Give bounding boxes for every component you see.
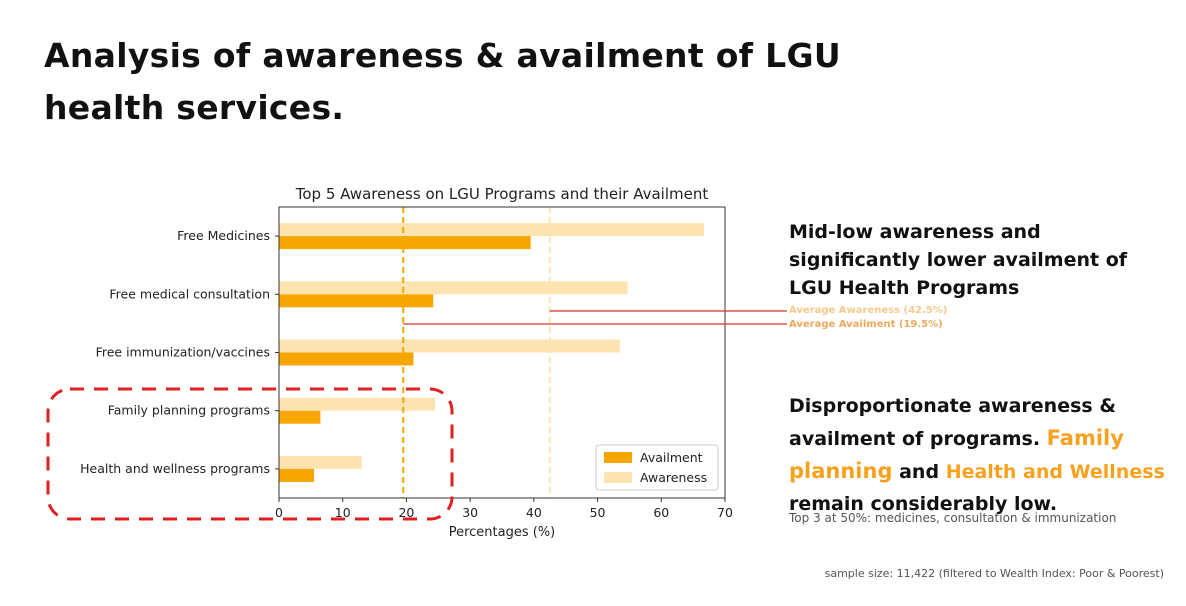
highlight-health-wellness: Health and Wellness bbox=[945, 461, 1165, 483]
annotation-connectors bbox=[403, 310, 787, 325]
x-tick-label: 10 bbox=[335, 505, 351, 520]
average-availment-label: Average Availment (19.5%) bbox=[789, 319, 943, 330]
legend-swatch bbox=[604, 452, 632, 463]
chart-legend: Availment Awareness bbox=[595, 444, 719, 491]
legend-swatch bbox=[604, 472, 632, 483]
sample-size-note: sample size: 11,422 (filtered to Wealth … bbox=[824, 567, 1164, 580]
category-label: Health and wellness programs bbox=[80, 461, 270, 476]
x-tick-label: 70 bbox=[717, 505, 733, 520]
x-tick-label: 60 bbox=[653, 505, 669, 520]
chart-title: Top 5 Awareness on LGU Programs and thei… bbox=[295, 185, 709, 203]
awareness-bar bbox=[279, 397, 436, 411]
legend-label: Availment bbox=[640, 450, 703, 465]
awareness-bar bbox=[279, 455, 362, 469]
availment-bar bbox=[279, 236, 531, 250]
category-label: Family planning programs bbox=[108, 403, 270, 418]
legend-label: Awareness bbox=[640, 470, 707, 485]
availment-bar bbox=[279, 352, 414, 366]
footnote-top3: Top 3 at 50%: medicines, consultation & … bbox=[789, 511, 1117, 525]
slide-title: Analysis of awareness & availment of LGU… bbox=[44, 36, 841, 127]
chart-bars bbox=[279, 223, 704, 482]
finding-heading-1: Mid-low awareness and significantly lowe… bbox=[789, 221, 1128, 299]
x-tick-label: 20 bbox=[398, 505, 414, 520]
awareness-bar bbox=[279, 281, 628, 295]
x-tick-label: 40 bbox=[526, 505, 542, 520]
category-labels: Free Medicines Free medical consultation F… bbox=[80, 228, 279, 476]
x-tick-label: 0 bbox=[275, 505, 283, 520]
availment-bar bbox=[279, 410, 321, 424]
category-label: Free Medicines bbox=[177, 228, 270, 243]
x-tick-label: 50 bbox=[590, 505, 606, 520]
reference-lines bbox=[402, 207, 551, 498]
finding-heading-2-and: and bbox=[899, 461, 940, 483]
category-label: Free immunization/vaccines bbox=[96, 345, 270, 360]
x-axis-label: Percentages (%) bbox=[449, 525, 556, 540]
finding-heading-2: Disproportionate awareness & availment o… bbox=[789, 390, 1169, 520]
awareness-bar bbox=[279, 223, 704, 237]
x-axis-ticks: 0 10 20 30 40 50 60 70 bbox=[275, 498, 733, 520]
average-awareness-label: Average Awareness (42.5%) bbox=[789, 305, 948, 316]
availment-bar bbox=[279, 294, 434, 308]
availment-bar bbox=[279, 468, 315, 482]
highlight-dashed-box bbox=[46, 387, 454, 521]
x-tick-label: 30 bbox=[462, 505, 478, 520]
awareness-bar bbox=[279, 339, 620, 353]
finding-heading-2-text: Disproportionate awareness & availment o… bbox=[789, 395, 1116, 450]
highlight-family-planning: Family planning bbox=[789, 426, 1124, 483]
category-label: Free medical consultation bbox=[109, 286, 270, 301]
finding-heading-2-end: remain considerably low. bbox=[789, 493, 1058, 515]
